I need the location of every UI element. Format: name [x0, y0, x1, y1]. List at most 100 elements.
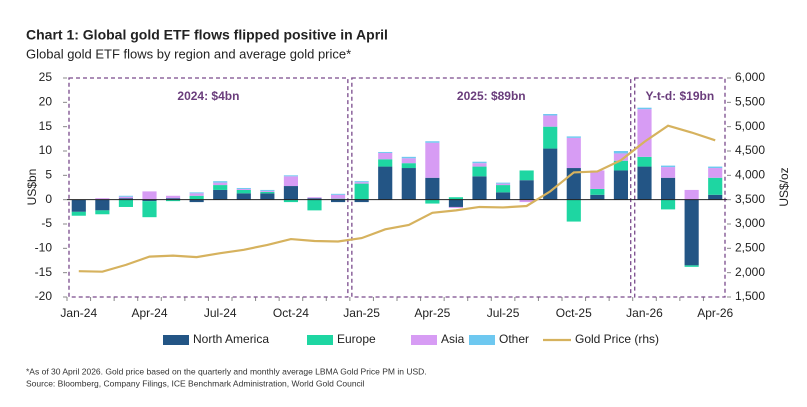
bar: [496, 182, 511, 184]
y2-tick-label: 1,500: [735, 289, 765, 303]
y2-tick-label: 4,000: [735, 168, 765, 182]
bar: [496, 185, 511, 193]
bar: [378, 151, 393, 153]
y2-axis-label: US$/oz: [777, 167, 791, 206]
x-tick-label: Apr-24: [131, 306, 167, 320]
bar: [354, 182, 369, 184]
x-tick-label: Jan-24: [60, 306, 97, 320]
legend-label: North America: [193, 332, 269, 346]
bar: [354, 183, 369, 200]
bar: [166, 195, 181, 199]
bar: [543, 126, 558, 149]
x-tick-label: Apr-26: [697, 306, 733, 320]
y2-tick-label: 2,000: [735, 265, 765, 279]
bar: [166, 199, 181, 202]
bar: [236, 193, 251, 200]
x-tick-label: Apr-25: [414, 306, 450, 320]
bar: [613, 170, 628, 200]
bar: [189, 195, 204, 200]
legend-swatch: [411, 335, 437, 345]
bar: [637, 156, 652, 167]
bar: [283, 199, 298, 203]
bar: [118, 198, 133, 200]
bar: [331, 194, 346, 199]
bar: [331, 193, 346, 195]
bar: [213, 181, 228, 183]
bar: [354, 181, 369, 183]
bar: [519, 199, 534, 203]
bar: [684, 189, 699, 200]
bar: [472, 163, 487, 167]
bar: [260, 191, 275, 194]
bar: [425, 177, 440, 200]
bar: [189, 193, 204, 196]
period-box: [68, 77, 349, 298]
y2-tick-label: 5,000: [735, 119, 765, 133]
bar: [448, 206, 463, 208]
y-tick-label: -15: [35, 265, 53, 279]
bar: [213, 182, 228, 186]
annotation: 2024: $4bn: [177, 89, 239, 103]
y-tick-label: 20: [39, 95, 53, 109]
y-tick-label: 25: [39, 70, 53, 84]
bar: [378, 152, 393, 160]
y2-tick-label: 3,500: [735, 192, 765, 206]
legend-label: Europe: [337, 332, 376, 346]
bar: [637, 166, 652, 200]
bar: [378, 159, 393, 167]
bar: [283, 176, 298, 187]
bar: [590, 188, 605, 195]
bar: [142, 191, 157, 200]
y2-tick-label: 6,000: [735, 70, 765, 84]
bar: [236, 188, 251, 190]
bar: [661, 167, 676, 178]
bar: [118, 195, 133, 197]
bar: [307, 199, 322, 211]
x-tick-label: Jan-25: [343, 306, 380, 320]
bar: [213, 185, 228, 190]
bar: [472, 176, 487, 200]
bar: [543, 148, 558, 200]
bar: [260, 193, 275, 200]
bar: [566, 136, 581, 138]
bar: [425, 199, 440, 204]
bar: [448, 197, 463, 200]
bar: [566, 137, 581, 169]
bar: [401, 163, 416, 169]
annotation: 2025: $89bn: [457, 89, 526, 103]
bar: [331, 199, 346, 203]
bar: [661, 199, 676, 210]
bar: [637, 107, 652, 110]
y2-tick-label: 4,500: [735, 143, 765, 157]
bar: [260, 189, 275, 191]
bar: [684, 265, 699, 267]
y-tick-label: 5: [45, 168, 52, 182]
bar: [142, 201, 157, 218]
bar: [71, 211, 86, 216]
bar: [496, 192, 511, 200]
bar: [213, 189, 228, 200]
bar: [95, 199, 110, 211]
bar: [708, 177, 723, 195]
bar: [708, 194, 723, 200]
bar: [496, 183, 511, 186]
bar: [118, 196, 133, 199]
bar: [661, 165, 676, 168]
y2-tick-label: 2,500: [735, 241, 765, 255]
y-tick-label: 15: [39, 119, 53, 133]
bar: [637, 109, 652, 157]
y-tick-label: -20: [35, 289, 53, 303]
bar: [283, 186, 298, 200]
bar: [472, 161, 487, 164]
x-tick-label: Jul-25: [487, 306, 520, 320]
bar: [118, 199, 133, 207]
bar: [448, 199, 463, 207]
legend-label: Other: [499, 332, 529, 346]
bar: [661, 177, 676, 200]
bar: [684, 199, 699, 266]
y2-tick-label: 5,500: [735, 95, 765, 109]
x-tick-label: Jul-24: [204, 306, 237, 320]
bar: [590, 170, 605, 189]
bar: [472, 166, 487, 177]
